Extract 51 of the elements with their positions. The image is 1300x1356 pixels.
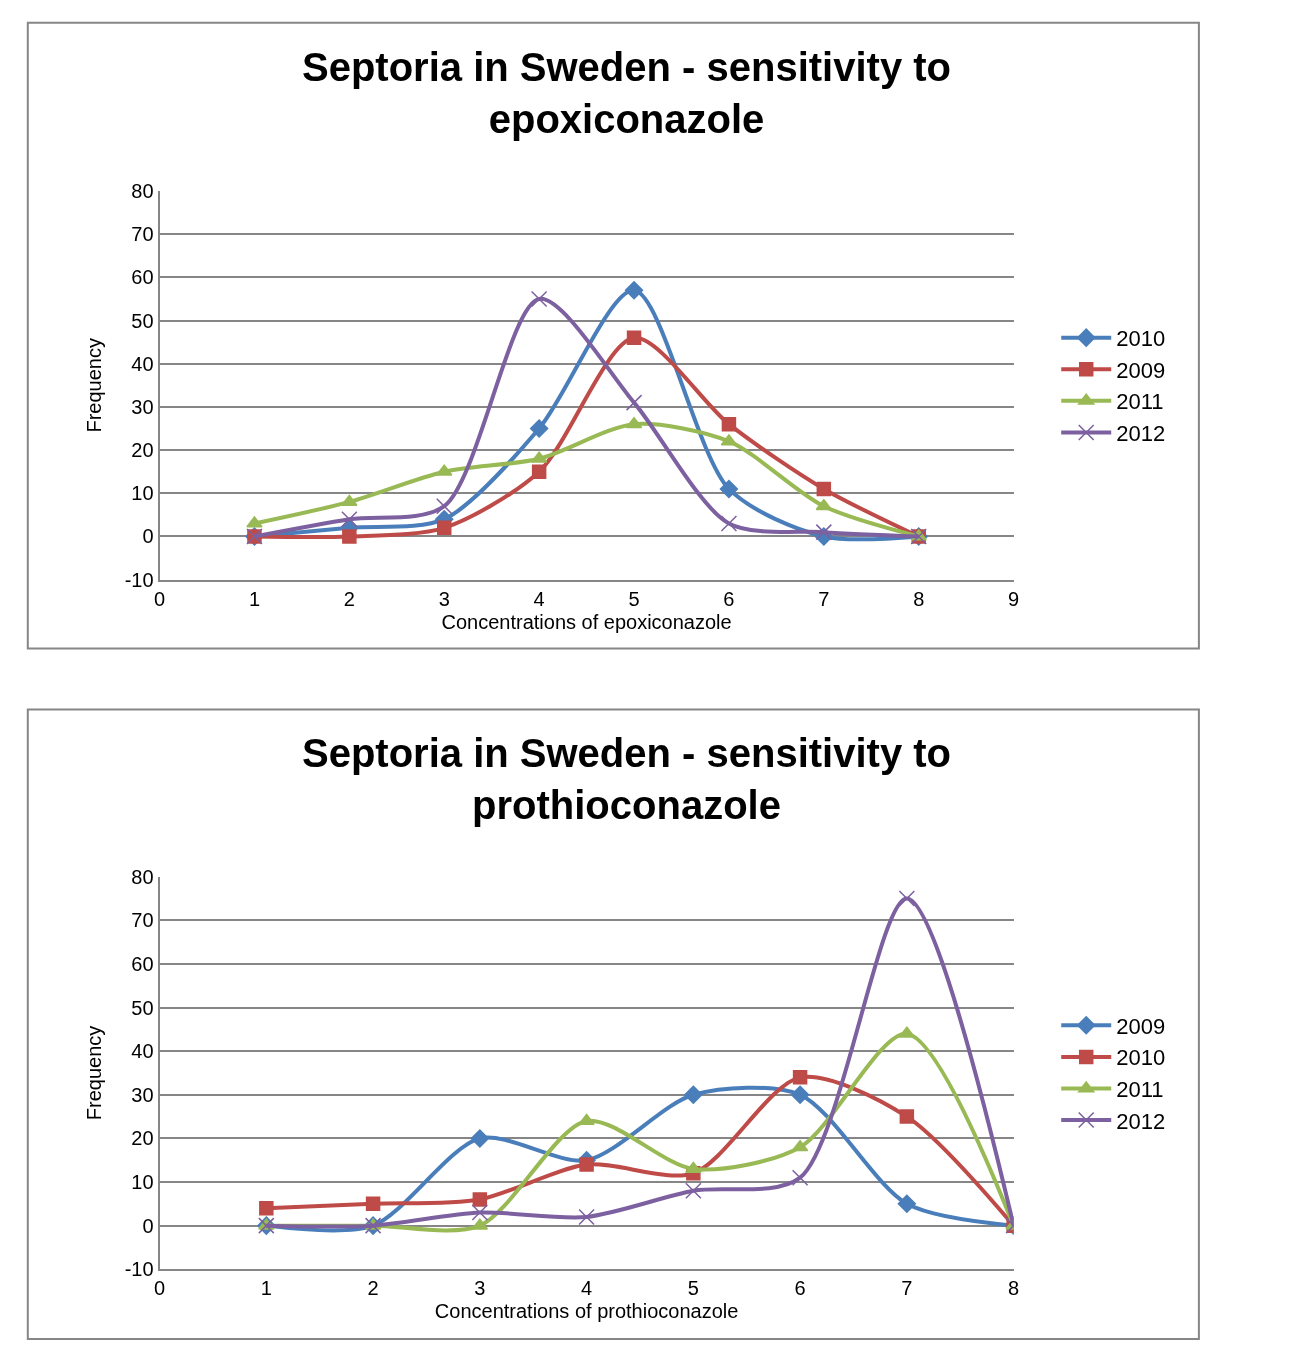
y-axis-title: Frequency xyxy=(82,1025,105,1121)
x-tick-label: 8 xyxy=(1008,1277,1020,1300)
legend-label: 2009 xyxy=(1116,357,1166,383)
legend-label: 2012 xyxy=(1116,421,1166,447)
x-tick-label: 4 xyxy=(533,587,545,610)
x-tick-label: 3 xyxy=(438,587,450,610)
y-tick-label: 30 xyxy=(131,395,154,418)
x-tick-label: 4 xyxy=(581,1277,593,1300)
x-tick-label: 8 xyxy=(913,587,925,610)
y-tick-label: 80 xyxy=(131,180,154,203)
y-tick-label: 20 xyxy=(131,439,154,462)
x-tick-label: 7 xyxy=(901,1277,913,1300)
chart-title: Septoria in Sweden - sensitivity to prothioconazole xyxy=(302,731,952,827)
y-tick-label: 70 xyxy=(131,223,154,246)
y-tick-label: 20 xyxy=(131,1127,154,1150)
x-tick-label: 7 xyxy=(818,587,830,610)
y-tick-label: 70 xyxy=(131,909,154,932)
y-tick-label: 0 xyxy=(142,525,154,548)
legend-label: 2010 xyxy=(1116,1045,1166,1071)
y-tick-label: 10 xyxy=(131,482,154,505)
y-tick-label: 50 xyxy=(131,309,154,332)
x-tick-label: 3 xyxy=(474,1277,486,1300)
x-tick-label: 1 xyxy=(248,587,261,610)
y-tick-label: 40 xyxy=(131,1040,154,1063)
y-tick-label: 30 xyxy=(131,1083,154,1106)
y-tick-label: 40 xyxy=(131,352,154,375)
y-axis-title: Frequency xyxy=(82,338,105,433)
x-tick-label: 6 xyxy=(723,587,735,610)
y-tick-label: 60 xyxy=(131,952,154,975)
y-tick-label: -10 xyxy=(124,1258,154,1281)
legend-label: 2010 xyxy=(1116,326,1166,352)
x-tick-label: 9 xyxy=(1008,587,1020,610)
chart-title: Septoria in Sweden - sensitivity to epoxiconazole xyxy=(302,45,952,141)
x-tick-label: 2 xyxy=(343,587,355,610)
x-tick-label: 6 xyxy=(794,1277,806,1300)
legend-label: 2012 xyxy=(1116,1108,1166,1134)
legend-label: 2011 xyxy=(1116,389,1164,415)
y-tick-label: 0 xyxy=(142,1214,154,1237)
y-tick-label: 10 xyxy=(131,1171,154,1194)
x-tick-label: 2 xyxy=(367,1277,379,1300)
y-tick-label: 80 xyxy=(131,865,154,888)
legend-label: 2011 xyxy=(1116,1077,1164,1103)
y-tick-label: -10 xyxy=(124,568,154,591)
y-tick-label: 50 xyxy=(131,996,154,1019)
x-axis-title: Concentrations of epoxiconazole xyxy=(441,610,732,633)
legend-label: 2009 xyxy=(1116,1013,1166,1039)
x-axis-title: Concentrations of prothioconazole xyxy=(434,1300,739,1323)
x-tick-label: 1 xyxy=(260,1277,272,1300)
y-tick-label: 60 xyxy=(131,266,154,289)
x-tick-label: 5 xyxy=(687,1277,699,1300)
x-tick-label: 5 xyxy=(628,587,640,610)
